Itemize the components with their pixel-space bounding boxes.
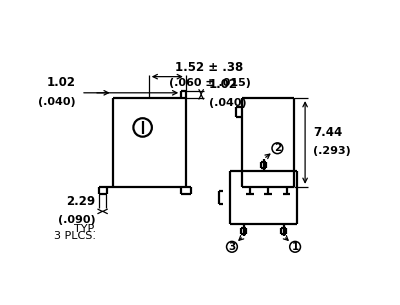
Text: 3: 3 (228, 242, 236, 252)
Text: 2.29: 2.29 (66, 195, 96, 208)
Text: 1.52 ± .38: 1.52 ± .38 (176, 61, 244, 74)
Text: (.040): (.040) (209, 98, 246, 108)
Text: (.293): (.293) (313, 146, 350, 156)
Text: 2: 2 (274, 143, 281, 153)
Text: 1.02: 1.02 (209, 77, 238, 91)
Text: (.040): (.040) (38, 97, 76, 107)
Text: 7.44: 7.44 (313, 126, 342, 139)
Text: (.090): (.090) (58, 215, 96, 225)
Text: (.060 ± .015): (.060 ± .015) (169, 78, 250, 88)
Text: 1.02: 1.02 (47, 76, 76, 89)
Text: TYP.: TYP. (74, 224, 96, 234)
Text: 1: 1 (292, 242, 299, 252)
Text: 3 PLCS.: 3 PLCS. (54, 231, 96, 242)
